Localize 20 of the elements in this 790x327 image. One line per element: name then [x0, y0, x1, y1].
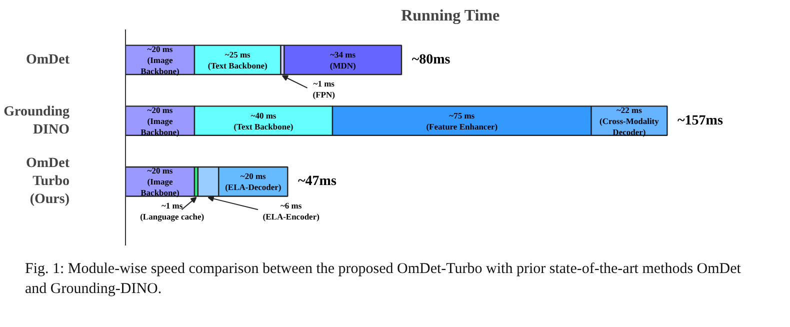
data-label: ~75 ms (Feature Enhancer): [426, 110, 498, 132]
total-label: ~80ms: [412, 52, 451, 68]
data-label: ~25 ms (Text Backbone): [208, 49, 268, 70]
data-label: ~40 ms (Text Backbone): [234, 110, 294, 132]
data-label: ~20 ms (Image Backbone): [140, 104, 180, 137]
data-label: ~22 ms (Cross-Modality Decoder): [600, 104, 660, 137]
data-label: ~6 ms (ELA-Encoder): [262, 200, 320, 222]
data-label: ~1 ms (FPN): [312, 78, 336, 100]
data-label: ~20 ms (ELA-Decoder): [225, 171, 282, 192]
data-label: ~1 ms (Language cache): [140, 200, 204, 222]
y-tick-label: OmDet Turbo (Ours): [26, 156, 70, 208]
total-label: ~47ms: [298, 174, 337, 190]
caption: Fig. 1: Module-wise speed comparison between the proposed OmDet-Turbo with prior state-of-the-art methods OmDet and Grounding-DINO.: [25, 260, 742, 298]
y-tick-label: OmDet: [26, 52, 70, 68]
chart-title: Running Time: [401, 8, 500, 24]
data-label: ~34 ms (MDN): [330, 49, 356, 70]
data-label: ~20 ms (Image Backbone): [140, 44, 180, 76]
data-label: ~20 ms (Image Backbone): [140, 166, 180, 198]
total-label: ~157ms: [678, 113, 724, 128]
y-tick-label: Grounding DINO: [4, 104, 70, 138]
